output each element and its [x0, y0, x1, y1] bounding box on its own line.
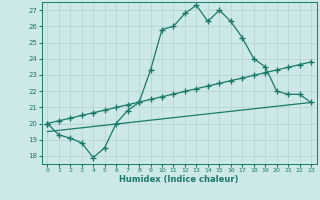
X-axis label: Humidex (Indice chaleur): Humidex (Indice chaleur): [119, 175, 239, 184]
